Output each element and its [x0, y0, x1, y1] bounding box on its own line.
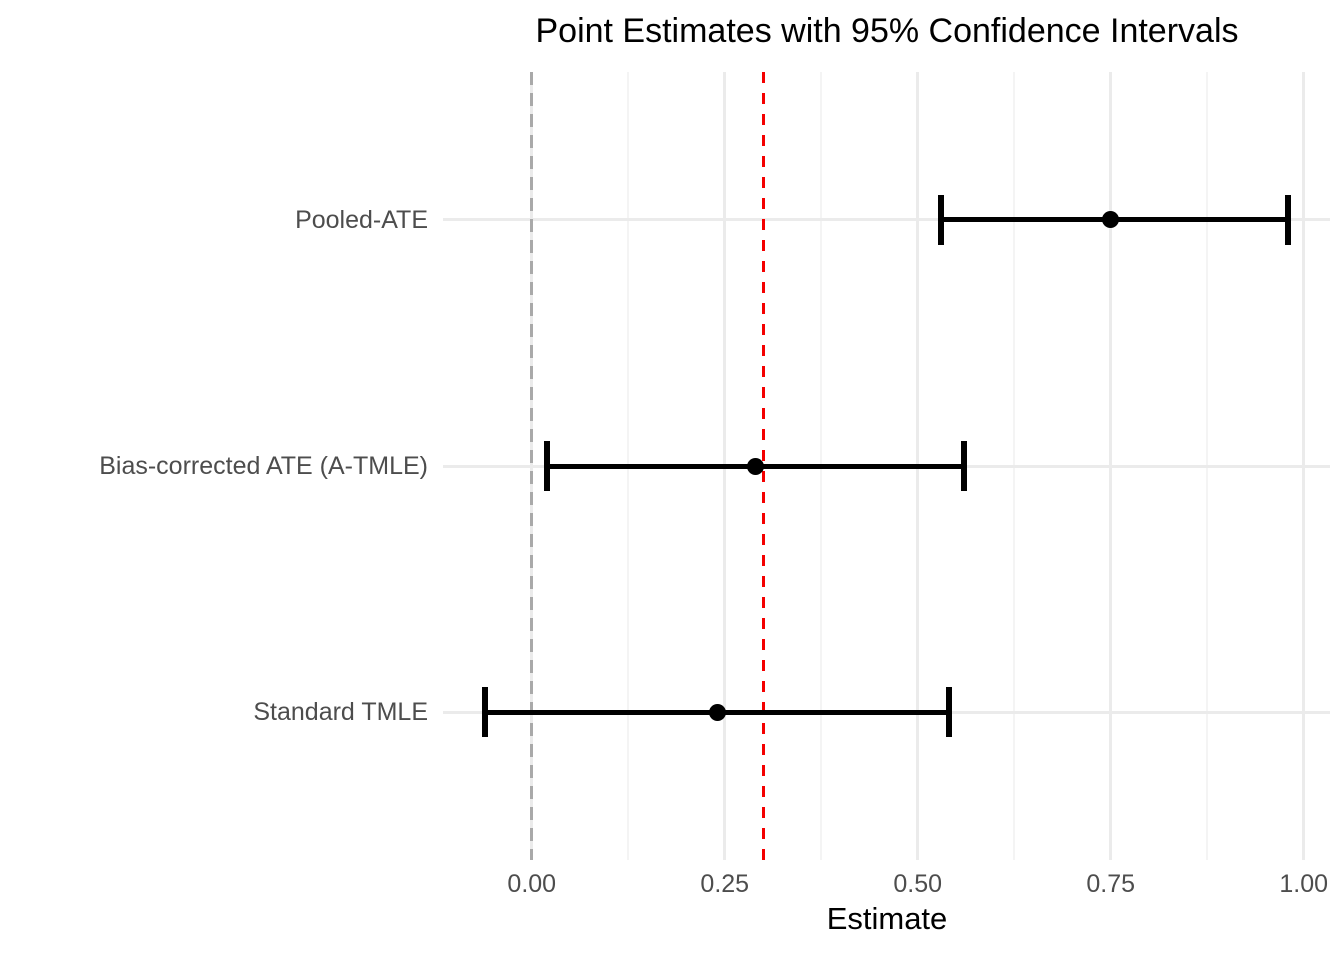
ci-lower-cap	[482, 687, 489, 738]
y-axis-label: Bias-corrected ATE (A-TMLE)	[99, 452, 428, 480]
x-tick-label: 0.25	[700, 870, 750, 898]
x-axis-title: Estimate	[826, 901, 948, 936]
gridline-major-horizontal	[443, 218, 1330, 222]
y-axis-label: Pooled-ATE	[295, 205, 428, 234]
ci-upper-cap	[945, 687, 952, 738]
x-tick-label: 0.00	[507, 870, 557, 898]
ci-lower-cap	[544, 441, 551, 491]
ci-lower-cap	[937, 194, 944, 245]
point-estimate-dot	[708, 703, 726, 721]
ci-upper-cap	[961, 441, 968, 491]
point-estimate-dot	[1102, 211, 1120, 229]
x-tick-label: 0.50	[893, 870, 943, 898]
x-tick-label: 0.75	[1086, 870, 1136, 898]
x-tick-label: 1.00	[1279, 870, 1329, 898]
zero-line	[530, 72, 534, 860]
chart-title: Point Estimates with 95% Confidence Inte…	[535, 12, 1239, 50]
ci-upper-cap	[1285, 194, 1292, 245]
point-estimate-dot	[747, 457, 765, 475]
y-axis-label: Standard TMLE	[253, 698, 428, 727]
